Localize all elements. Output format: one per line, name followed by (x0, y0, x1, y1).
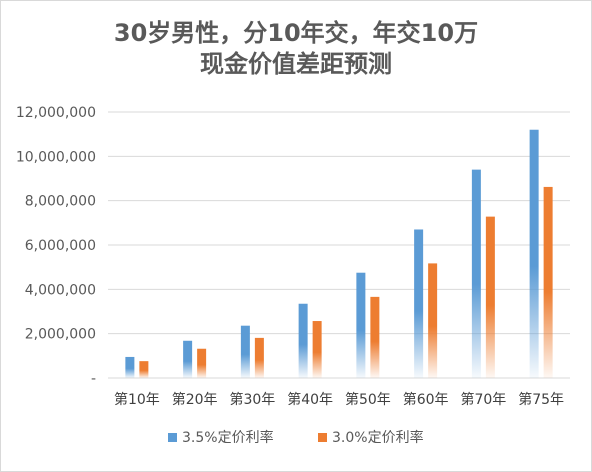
bar-series-1 (471, 169, 481, 378)
bar-series-2 (197, 348, 207, 378)
x-category-label: 第50年 (345, 391, 391, 408)
bar-series-1 (529, 129, 539, 378)
chart-title-line-1: 30岁男性，分10年交，年交10万 (113, 19, 479, 47)
x-category-label: 第20年 (172, 391, 218, 408)
legend: 3.5%定价利率 3.0%定价利率 (168, 429, 424, 446)
x-axis-categories: 第10年 第20年 第30年 第40年 第50年 第60年 第70年 第75年 (114, 391, 564, 408)
y-tick-label: 10,000,000 (16, 149, 96, 165)
bar-series-2 (485, 216, 495, 378)
bar-series-1 (298, 303, 308, 378)
x-category-label: 第70年 (460, 391, 506, 408)
bar-series-1 (183, 340, 193, 378)
bar-series-2 (370, 296, 380, 378)
x-category-label: 第40年 (287, 391, 333, 408)
bar-series-1 (125, 356, 135, 378)
bar-series-2 (312, 321, 322, 378)
bar-series-1 (414, 229, 424, 378)
x-category-label: 第30年 (229, 391, 275, 408)
chart-title-line-2: 现金价值差距预测 (200, 50, 392, 78)
y-tick-label: 4,000,000 (25, 282, 96, 298)
x-category-label: 第75年 (518, 391, 564, 408)
x-category-label: 第60年 (403, 391, 449, 408)
y-tick-label: 8,000,000 (25, 194, 96, 210)
bars (125, 129, 553, 378)
y-tick-label: - (91, 371, 96, 387)
y-tick-label: 6,000,000 (25, 238, 96, 254)
bar-series-2 (139, 361, 149, 378)
bar-series-1 (356, 272, 366, 378)
y-axis-ticks: - 2,000,000 4,000,000 6,000,000 8,000,000 10,… (16, 105, 96, 387)
legend-swatch (318, 433, 327, 442)
chart-title: 30岁男性，分10年交，年交10万 现金价值差距预测 (0, 18, 592, 80)
gridlines (108, 111, 570, 379)
legend-swatch (168, 433, 177, 442)
y-tick-label: 12,000,000 (16, 105, 96, 121)
x-category-label: 第10年 (114, 391, 160, 408)
legend-label: 3.5%定价利率 (182, 429, 274, 446)
bar-series-2 (543, 186, 553, 378)
bar-series-2 (428, 263, 438, 378)
legend-label: 3.0%定价利率 (332, 429, 424, 446)
y-tick-label: 2,000,000 (25, 327, 96, 343)
bar-series-1 (240, 325, 250, 378)
bar-series-2 (254, 337, 264, 378)
